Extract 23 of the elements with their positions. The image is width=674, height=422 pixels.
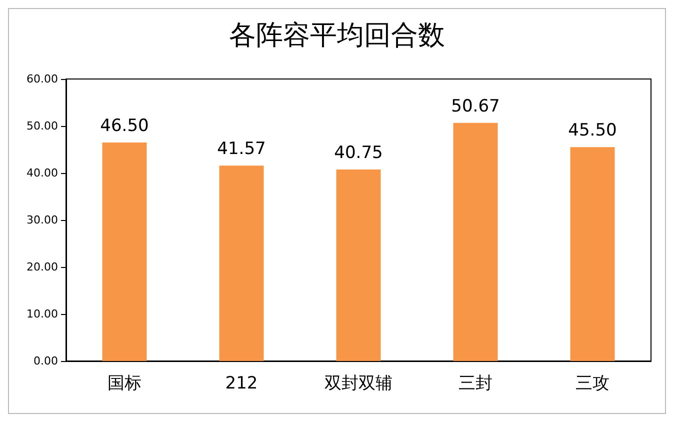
bar — [219, 166, 264, 361]
y-tick-label: 40.00 — [26, 166, 58, 180]
bar — [336, 169, 381, 361]
chart-title: 各阵容平均回合数 — [229, 20, 445, 51]
x-tick-label: 双封双辅 — [324, 374, 392, 394]
data-label: 50.67 — [451, 96, 500, 116]
x-tick-label: 212 — [225, 374, 258, 394]
x-tick-label: 三攻 — [576, 374, 610, 394]
bar — [570, 147, 615, 361]
y-tick-label: 0.00 — [34, 354, 58, 368]
data-label: 41.57 — [217, 139, 266, 160]
bar — [453, 122, 498, 361]
data-label: 40.75 — [334, 142, 383, 163]
bar — [102, 142, 147, 361]
data-label: 45.50 — [568, 120, 617, 141]
y-tick-label: 10.00 — [26, 308, 58, 320]
y-tick-label: 30.00 — [26, 214, 58, 226]
x-tick-label: 三封 — [458, 374, 492, 394]
data-label: 46.50 — [100, 116, 149, 136]
y-tick-label: 20.00 — [26, 260, 58, 274]
y-tick-label: 60.00 — [26, 72, 58, 86]
y-tick-label: 50.00 — [26, 120, 58, 132]
x-tick-label: 国标 — [108, 374, 142, 394]
